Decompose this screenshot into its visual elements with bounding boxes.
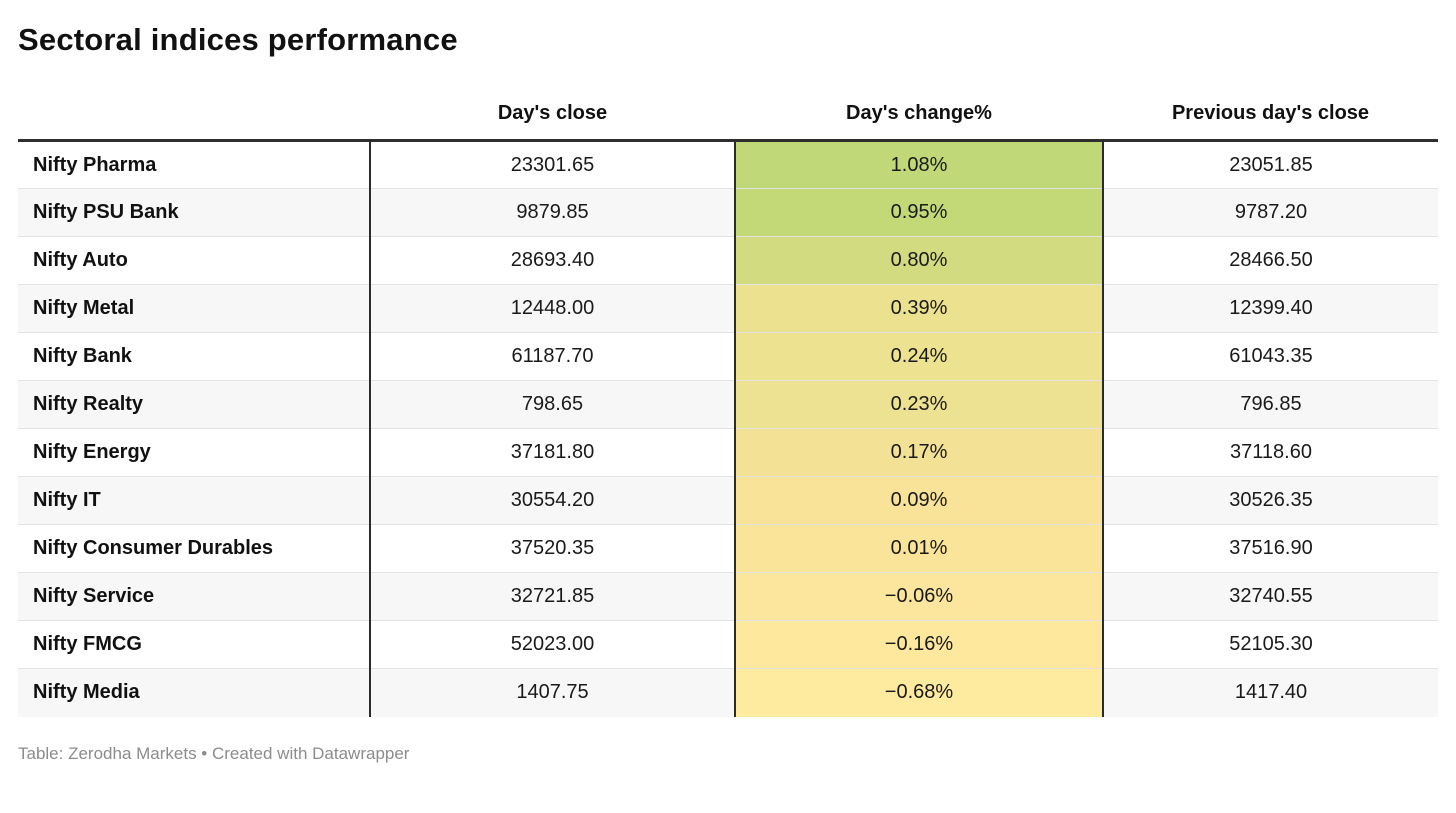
table-body: Nifty Pharma 23301.65 1.08% 23051.85 Nif… bbox=[18, 140, 1438, 717]
prev-close-value: 23051.85 bbox=[1229, 153, 1313, 176]
header-days-close: Day's close bbox=[370, 96, 735, 142]
prev-close-value: 9787.20 bbox=[1103, 188, 1438, 237]
days-close-value: 30554.20 bbox=[370, 476, 735, 525]
prev-close-value: 37516.90 bbox=[1103, 524, 1438, 573]
row-label: Nifty Service bbox=[18, 572, 371, 621]
row-label: Nifty Realty bbox=[18, 380, 371, 429]
row-label: Nifty Metal bbox=[18, 284, 371, 333]
table-row: Nifty Metal 12448.00 0.39% 12399.40 bbox=[18, 284, 1438, 333]
prev-close-value: 52105.30 bbox=[1103, 620, 1438, 669]
header-prev-close: Previous day's close bbox=[1103, 96, 1438, 142]
table-row: Nifty PSU Bank 9879.85 0.95% 9787.20 bbox=[18, 188, 1438, 237]
days-close-value: 61187.70 bbox=[370, 332, 735, 381]
days-change-value: 0.17% bbox=[734, 428, 1104, 477]
sectoral-indices-table: Day's close Day's change% Previous day's… bbox=[18, 96, 1438, 717]
header-index-col bbox=[18, 96, 370, 142]
prev-close-value: 28466.50 bbox=[1103, 236, 1438, 285]
prev-close-value: 1417.40 bbox=[1103, 668, 1438, 717]
row-label: Nifty Energy bbox=[18, 428, 371, 477]
table-header: Day's close Day's change% Previous day's… bbox=[18, 96, 1438, 142]
days-close-value: 23301.65 bbox=[510, 153, 595, 176]
table-row: Nifty Media 1407.75 −0.68% 1417.40 bbox=[18, 668, 1438, 717]
days-change-value: 0.80% bbox=[734, 236, 1104, 285]
days-change-value: 0.39% bbox=[734, 284, 1104, 333]
days-change-value: 0.01% bbox=[734, 524, 1104, 573]
days-change-value: 0.95% bbox=[734, 188, 1104, 237]
table-row: Nifty Bank 61187.70 0.24% 61043.35 bbox=[18, 332, 1438, 381]
days-change-value: −0.06% bbox=[734, 572, 1104, 621]
days-close-value: 9879.85 bbox=[370, 188, 735, 237]
days-close-value: 28693.40 bbox=[370, 236, 735, 285]
table-row: Nifty Consumer Durables 37520.35 0.01% 3… bbox=[18, 524, 1438, 573]
table-row: Nifty Energy 37181.80 0.17% 37118.60 bbox=[18, 428, 1438, 477]
days-close-value: 37181.80 bbox=[370, 428, 735, 477]
days-change-value: 1.08% bbox=[734, 140, 1104, 189]
table-row: Nifty IT 30554.20 0.09% 30526.35 bbox=[18, 476, 1438, 525]
row-label: Nifty Auto bbox=[18, 236, 371, 285]
row-label: Nifty PSU Bank bbox=[18, 188, 371, 237]
prev-close-value: 796.85 bbox=[1103, 380, 1438, 429]
days-change-value: 0.24% bbox=[734, 332, 1104, 381]
row-label: Nifty Pharma bbox=[18, 140, 371, 189]
prev-close-value: 37118.60 bbox=[1103, 428, 1438, 477]
days-close-value: 52023.00 bbox=[370, 620, 735, 669]
days-close-value: 37520.35 bbox=[370, 524, 735, 573]
prev-close-value: 30526.35 bbox=[1103, 476, 1438, 525]
header-days-change: Day's change% bbox=[735, 96, 1103, 142]
prev-close-value: 32740.55 bbox=[1103, 572, 1438, 621]
page-title: Sectoral indices performance bbox=[18, 22, 458, 57]
prev-close-value: 61043.35 bbox=[1103, 332, 1438, 381]
row-label: Nifty Consumer Durables bbox=[18, 524, 371, 573]
table-row: Nifty Pharma 23301.65 1.08% 23051.85 bbox=[18, 140, 1438, 189]
row-label: Nifty Bank bbox=[18, 332, 371, 381]
days-close-value: 798.65 bbox=[370, 380, 735, 429]
row-label: Nifty FMCG bbox=[18, 620, 371, 669]
days-change-value: −0.68% bbox=[734, 668, 1104, 717]
row-label: Nifty IT bbox=[18, 476, 371, 525]
days-change-value: 0.09% bbox=[734, 476, 1104, 525]
table-row: Nifty FMCG 52023.00 −0.16% 52105.30 bbox=[18, 620, 1438, 669]
days-close-value: 1407.75 bbox=[370, 668, 735, 717]
table-row: Nifty Realty 798.65 0.23% 796.85 bbox=[18, 380, 1438, 429]
prev-close-value: 12399.40 bbox=[1103, 284, 1438, 333]
source-attribution: Table: Zerodha Markets • Created with Da… bbox=[18, 743, 410, 763]
days-close-value: 12448.00 bbox=[370, 284, 735, 333]
days-change-value: −0.16% bbox=[734, 620, 1104, 669]
table-row: Nifty Service 32721.85 −0.06% 32740.55 bbox=[18, 572, 1438, 621]
days-close-value: 32721.85 bbox=[370, 572, 735, 621]
table-row: Nifty Auto 28693.40 0.80% 28466.50 bbox=[18, 236, 1438, 285]
days-change-value: 0.23% bbox=[734, 380, 1104, 429]
row-label: Nifty Media bbox=[18, 668, 371, 717]
